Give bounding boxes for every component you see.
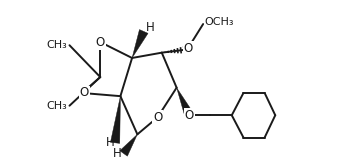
Text: H: H	[146, 21, 155, 34]
Polygon shape	[177, 88, 194, 117]
Polygon shape	[111, 96, 120, 143]
Text: H: H	[105, 136, 114, 149]
Polygon shape	[120, 134, 138, 156]
Text: O: O	[96, 36, 105, 49]
Text: O: O	[153, 111, 162, 124]
Polygon shape	[132, 30, 148, 58]
Text: H: H	[113, 147, 121, 160]
Text: CH₃: CH₃	[47, 40, 67, 50]
Text: OCH₃: OCH₃	[204, 17, 234, 27]
Text: O: O	[80, 87, 89, 99]
Text: O: O	[185, 109, 194, 122]
Text: CH₃: CH₃	[47, 101, 67, 111]
Text: O: O	[184, 42, 193, 55]
